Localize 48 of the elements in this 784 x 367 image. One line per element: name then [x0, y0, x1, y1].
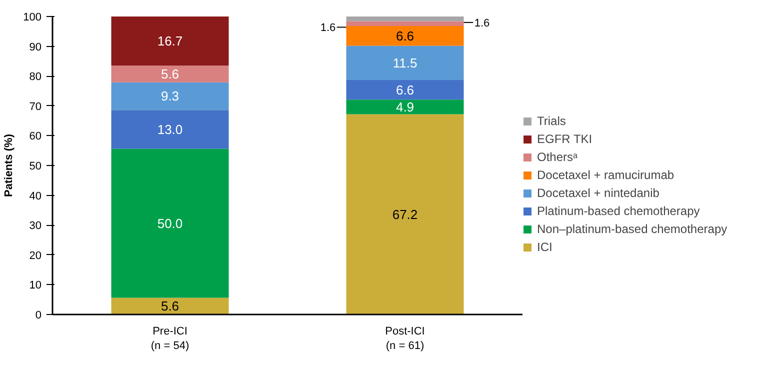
data-label: 13.0	[157, 122, 183, 137]
bar	[111, 110, 229, 149]
y-tick-label: 30	[29, 220, 42, 232]
data-label: 6.6	[396, 28, 414, 44]
bar	[346, 16, 464, 22]
bar	[111, 82, 229, 110]
data-label: 6.6	[396, 82, 414, 98]
data-label: 5.6	[160, 66, 180, 82]
legend-label: Trials	[537, 114, 566, 128]
y-tick-label: 20	[29, 250, 42, 262]
bar	[111, 66, 229, 82]
bar	[346, 26, 464, 46]
data-label: 1.6	[320, 22, 336, 34]
bar	[346, 21, 464, 26]
x-tick-label: Pre-ICI (n = 54)	[150, 326, 190, 352]
y-tick-label: 0	[35, 310, 42, 322]
bar	[346, 114, 464, 314]
legend-label: Othersᵃ	[537, 150, 578, 164]
bar	[346, 80, 464, 100]
data-label: 1.6	[474, 17, 490, 30]
y-axis-title: Patients (%)	[3, 134, 16, 197]
bar	[346, 46, 464, 80]
legend-label: EGFR TKI	[537, 132, 592, 146]
bar	[346, 100, 464, 114]
data-label: 9.3	[160, 88, 180, 104]
y-tick-label: 40	[29, 190, 42, 202]
y-tick-label: 70	[29, 100, 42, 113]
y-tick-label: 100	[23, 12, 42, 24]
data-label: 67.2	[392, 206, 418, 222]
y-tick-label: 50	[29, 160, 42, 172]
data-label: 11.5	[392, 55, 418, 70]
legend-label: Platinum-based chemotherapy	[537, 204, 700, 218]
data-label: 50.0	[157, 216, 183, 231]
bar	[111, 148, 229, 298]
y-tick-label: 80	[29, 71, 42, 84]
x-tick-label: Post-ICI (n = 61)	[385, 326, 425, 352]
legend-label: Non–platinum-based chemotherapy	[537, 222, 728, 236]
legend-label: Docetaxel + ramucirumab	[537, 168, 674, 182]
data-label: 16.7	[157, 33, 183, 48]
bar	[111, 298, 229, 314]
legend-label: ICI	[537, 240, 554, 254]
legend-label: Docetaxel + nintedanib	[537, 186, 660, 200]
y-tick-label: 90	[29, 41, 42, 54]
y-tick-label: 10	[29, 280, 42, 292]
y-tick-label: 60	[29, 130, 42, 143]
data-label: 4.9	[396, 99, 414, 114]
bar	[111, 16, 229, 66]
data-label: 5.6	[160, 298, 180, 314]
